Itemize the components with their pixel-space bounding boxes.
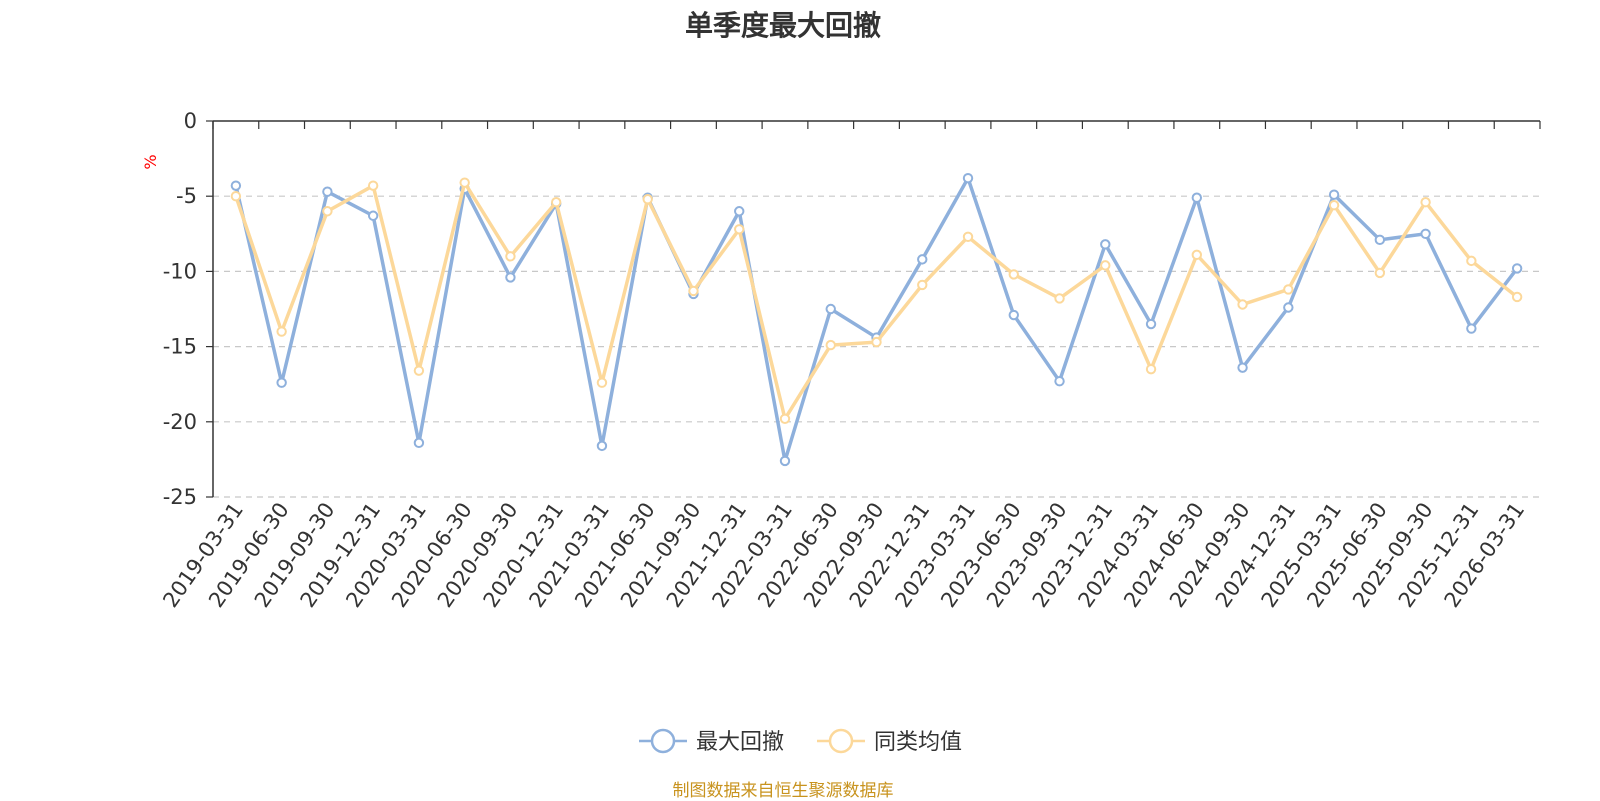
axes: 0-5-10-15-20-252019-03-312019-06-302019-… — [158, 109, 1541, 612]
y-tick-label: -25 — [163, 485, 197, 509]
data-point[interactable] — [276, 377, 287, 388]
y-tick-label: 0 — [184, 109, 197, 133]
y-tick-label: -20 — [163, 410, 197, 434]
data-point[interactable] — [367, 180, 379, 191]
data-point[interactable] — [322, 206, 333, 217]
data-point[interactable] — [1100, 260, 1111, 271]
data-point[interactable] — [1191, 249, 1203, 261]
data-point[interactable] — [962, 172, 974, 184]
data-point[interactable] — [596, 377, 608, 388]
data-point[interactable] — [1145, 318, 1157, 330]
legend[interactable]: 最大回撤 同类均值 — [639, 728, 962, 755]
data-point[interactable] — [688, 285, 699, 297]
data-point[interactable] — [1283, 284, 1294, 295]
data-point[interactable] — [1145, 363, 1157, 375]
data-point[interactable] — [367, 210, 379, 221]
data-point[interactable] — [1466, 255, 1477, 267]
data-point[interactable] — [825, 303, 836, 315]
data-point[interactable] — [276, 326, 287, 337]
series-layer — [230, 172, 1523, 467]
data-point[interactable] — [1100, 239, 1111, 250]
data-point[interactable] — [962, 231, 974, 243]
data-point[interactable] — [1283, 302, 1294, 313]
data-point[interactable] — [1374, 267, 1386, 279]
data-point[interactable] — [1191, 192, 1203, 203]
data-point[interactable] — [1054, 375, 1065, 387]
data-point[interactable] — [1466, 323, 1477, 334]
data-point[interactable] — [1511, 291, 1523, 303]
legend-label: 同类均值 — [874, 730, 962, 755]
data-point[interactable] — [825, 339, 836, 351]
data-point[interactable] — [734, 206, 745, 217]
data-point[interactable] — [1374, 234, 1386, 246]
data-point[interactable] — [230, 180, 242, 191]
data-point[interactable] — [1328, 189, 1340, 200]
data-point[interactable] — [322, 186, 333, 197]
data-point[interactable] — [505, 251, 516, 262]
data-point[interactable] — [917, 279, 928, 291]
source-note: 制图数据来自恒生聚源数据库 — [672, 781, 894, 801]
legend-swatch-marker — [650, 728, 676, 754]
data-point[interactable] — [1237, 362, 1248, 373]
legend-label: 最大回撤 — [696, 730, 784, 755]
y-tick-label: -5 — [176, 184, 197, 208]
data-point[interactable] — [917, 254, 928, 265]
legend-item-max-drawdown[interactable]: 最大回撤 — [639, 728, 784, 755]
data-point[interactable] — [1008, 269, 1019, 280]
data-point[interactable] — [1054, 293, 1065, 304]
legend-item-peer-average[interactable]: 同类均值 — [817, 728, 962, 755]
data-point[interactable] — [230, 191, 242, 202]
data-point[interactable] — [459, 177, 470, 188]
data-point[interactable] — [734, 224, 745, 235]
data-point[interactable] — [413, 365, 425, 376]
data-point[interactable] — [1420, 228, 1431, 240]
data-point[interactable] — [596, 440, 608, 452]
data-point[interactable] — [871, 336, 882, 348]
series-peer-average — [230, 177, 1523, 424]
chart-title: 单季度最大回撤 — [684, 9, 881, 42]
data-point[interactable] — [1420, 197, 1431, 208]
data-point[interactable] — [1511, 263, 1523, 274]
data-point[interactable] — [779, 413, 791, 424]
data-point[interactable] — [1008, 309, 1019, 321]
data-point[interactable] — [413, 437, 425, 449]
data-point[interactable] — [1328, 200, 1340, 211]
legend-swatch-marker — [828, 728, 854, 754]
data-point[interactable] — [642, 194, 653, 205]
data-point[interactable] — [1237, 299, 1248, 310]
data-point[interactable] — [779, 455, 791, 467]
data-point[interactable] — [550, 197, 562, 208]
data-point[interactable] — [505, 272, 516, 283]
y-tick-label: -10 — [163, 259, 197, 283]
y-axis-unit-label: % — [141, 154, 160, 169]
y-tick-label: -15 — [163, 335, 197, 359]
